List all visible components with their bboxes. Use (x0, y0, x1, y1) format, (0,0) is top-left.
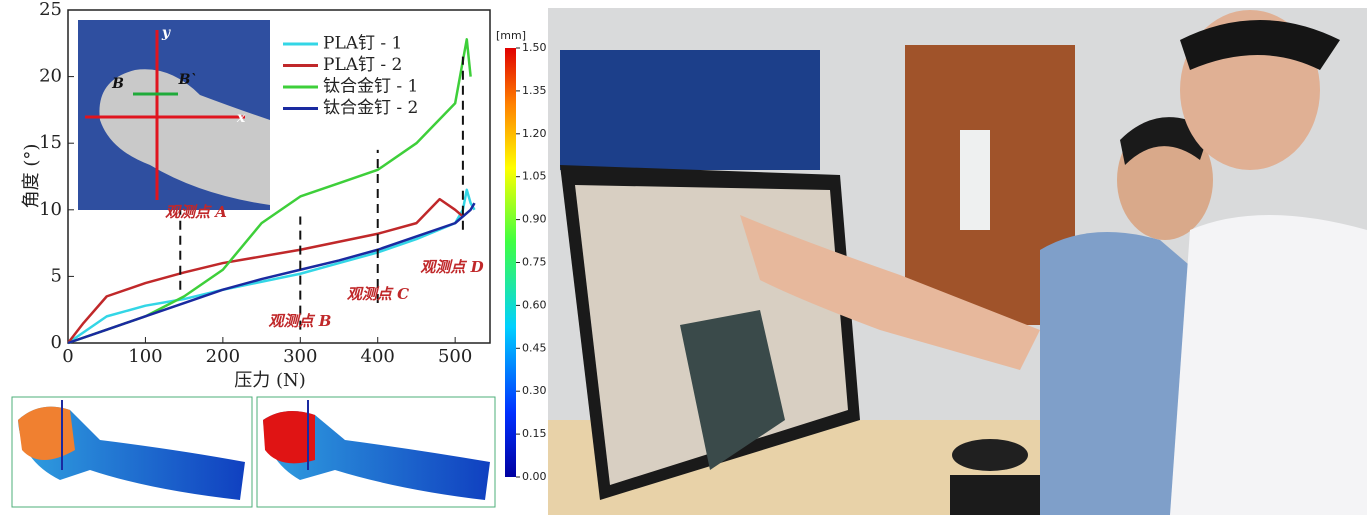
colorbar-label: 0.15 (522, 427, 547, 440)
y-tick-label: 10 (39, 199, 62, 220)
y-tick-label: 15 (39, 132, 62, 153)
x-tick-label: 0 (62, 346, 73, 367)
colorbar-label: 0.60 (522, 298, 547, 311)
plot-frame (67, 9, 491, 344)
colorbar-label: 0.75 (522, 256, 547, 269)
x-tick-label: 100 (128, 346, 162, 367)
annotation: 观测点 A (165, 203, 227, 221)
annotation: 观测点 C (347, 285, 409, 303)
y-tick-label: 20 (39, 66, 62, 87)
displacement-maps (11, 396, 496, 508)
y-tick-label: 25 (39, 0, 62, 20)
legend-label: PLA钉 - 1 (323, 34, 402, 54)
x-tick-label: 400 (361, 346, 395, 367)
series-line (67, 202, 476, 345)
series-line (67, 188, 476, 345)
x-tick-label: 200 (206, 346, 240, 367)
annotation: 观测点 B (269, 312, 332, 330)
colorbar-label: 1.05 (522, 170, 547, 183)
colorbar-label: 0.30 (522, 384, 547, 397)
lab-photo (548, 8, 1367, 515)
inset-photo (78, 20, 270, 210)
legend-label: PLA钉 - 2 (323, 55, 402, 75)
inset-label: B (111, 76, 124, 92)
legend-label: 钛合金钉 - 2 (323, 98, 418, 118)
colorbar-label: 1.50 (522, 41, 547, 54)
legend-label: 钛合金钉 - 1 (323, 77, 418, 97)
y-axis-title: 角度 (°) (21, 144, 42, 209)
inset-label: x (236, 110, 246, 126)
inset-label: B` (178, 72, 198, 88)
y-tick-label: 5 (51, 265, 62, 286)
colorbar-label: 1.35 (522, 84, 547, 97)
colorbar-label: 0.00 (522, 470, 547, 483)
colorbar-label: 0.45 (522, 341, 547, 354)
colorbar-label: 0.90 (522, 213, 547, 226)
annotation: 观测点 D (420, 258, 483, 276)
colorbar-unit: [mm] (496, 29, 526, 42)
y-tick-label: 0 (51, 332, 62, 353)
colorbar (505, 48, 516, 477)
x-axis-title: 压力 (N) (234, 370, 306, 391)
inset-label: y (161, 25, 171, 41)
colorbar-label: 1.20 (522, 127, 547, 140)
x-tick-label: 500 (438, 346, 472, 367)
x-tick-label: 300 (283, 346, 317, 367)
series-line (67, 197, 464, 344)
